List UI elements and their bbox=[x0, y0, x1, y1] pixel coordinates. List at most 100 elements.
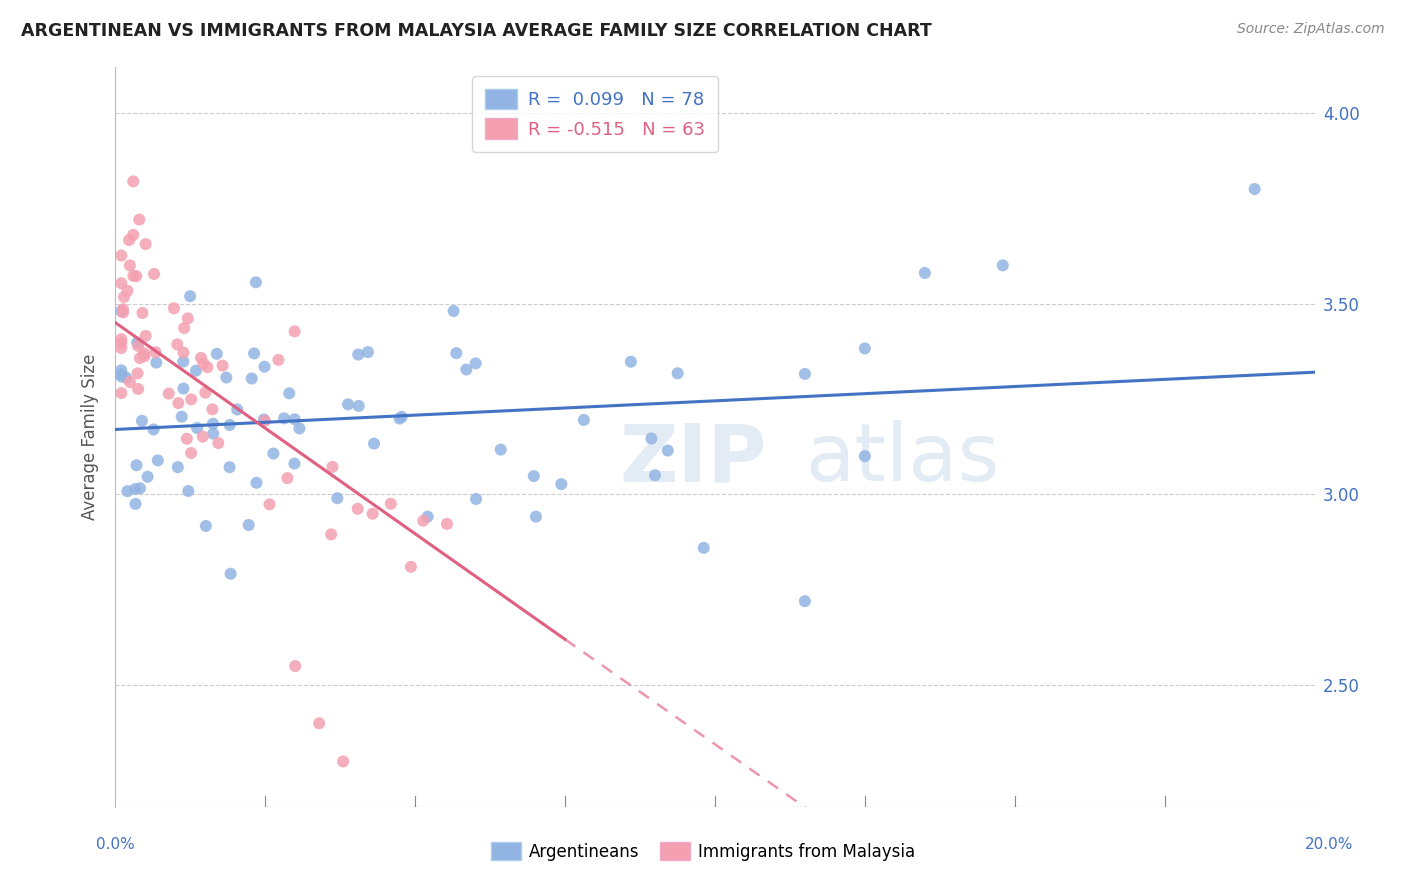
Point bbox=[644, 468, 666, 483]
Point bbox=[253, 359, 276, 374]
Point bbox=[276, 471, 298, 485]
Point bbox=[346, 501, 368, 516]
Point bbox=[143, 267, 166, 281]
Point bbox=[853, 342, 876, 356]
Point bbox=[172, 345, 194, 359]
Point bbox=[793, 367, 815, 381]
Point bbox=[125, 458, 148, 473]
Point bbox=[127, 335, 149, 350]
Point bbox=[173, 321, 195, 335]
Point bbox=[193, 357, 215, 371]
Point bbox=[446, 346, 468, 360]
Point bbox=[176, 432, 198, 446]
Point bbox=[273, 411, 295, 425]
Text: ZIP: ZIP bbox=[619, 420, 766, 499]
Text: 0.0%: 0.0% bbox=[96, 838, 135, 852]
Point bbox=[240, 371, 263, 385]
Point bbox=[284, 659, 307, 673]
Point bbox=[172, 354, 194, 368]
Point bbox=[205, 347, 228, 361]
Point bbox=[347, 347, 370, 361]
Point bbox=[489, 442, 512, 457]
Point bbox=[110, 277, 132, 291]
Point bbox=[166, 337, 188, 351]
Point bbox=[118, 233, 141, 247]
Text: ARGENTINEAN VS IMMIGRANTS FROM MALAYSIA AVERAGE FAMILY SIZE CORRELATION CHART: ARGENTINEAN VS IMMIGRANTS FROM MALAYSIA … bbox=[21, 22, 932, 40]
Point bbox=[117, 284, 139, 298]
Point bbox=[110, 304, 132, 318]
Point bbox=[363, 436, 385, 450]
Point bbox=[337, 397, 360, 411]
Point bbox=[131, 306, 153, 320]
Point bbox=[201, 417, 224, 431]
Text: atlas: atlas bbox=[804, 420, 1000, 499]
Y-axis label: Average Family Size: Average Family Size bbox=[82, 354, 100, 520]
Point bbox=[146, 453, 169, 467]
Point bbox=[110, 341, 132, 355]
Point bbox=[110, 367, 132, 381]
Point bbox=[145, 345, 167, 359]
Point bbox=[122, 268, 145, 283]
Point bbox=[321, 527, 343, 541]
Point bbox=[262, 446, 284, 460]
Point bbox=[523, 469, 546, 483]
Point bbox=[191, 430, 214, 444]
Point bbox=[245, 475, 267, 490]
Legend: R =  0.099   N = 78, R = -0.515   N = 63: R = 0.099 N = 78, R = -0.515 N = 63 bbox=[472, 76, 718, 152]
Point bbox=[640, 432, 662, 446]
Point bbox=[416, 509, 439, 524]
Point bbox=[131, 414, 153, 428]
Point bbox=[117, 484, 139, 499]
Point bbox=[388, 411, 411, 425]
Point bbox=[1243, 182, 1265, 196]
Point bbox=[853, 449, 876, 463]
Point bbox=[124, 497, 146, 511]
Point bbox=[129, 481, 152, 495]
Point bbox=[267, 352, 290, 367]
Point bbox=[238, 518, 260, 533]
Point bbox=[170, 409, 193, 424]
Point bbox=[110, 363, 132, 377]
Point bbox=[218, 417, 240, 432]
Point bbox=[991, 258, 1014, 272]
Point bbox=[195, 360, 218, 375]
Point bbox=[110, 335, 132, 350]
Point bbox=[443, 304, 465, 318]
Point bbox=[215, 370, 238, 384]
Point bbox=[142, 422, 165, 436]
Point bbox=[177, 483, 200, 498]
Point bbox=[666, 366, 689, 380]
Point bbox=[693, 541, 716, 555]
Point bbox=[194, 385, 217, 400]
Point bbox=[145, 356, 167, 370]
Point bbox=[391, 409, 413, 424]
Point bbox=[308, 716, 330, 731]
Point bbox=[127, 382, 149, 396]
Point bbox=[177, 311, 200, 326]
Point bbox=[620, 355, 643, 369]
Point bbox=[190, 351, 212, 365]
Point bbox=[111, 305, 134, 319]
Point bbox=[128, 351, 150, 365]
Point bbox=[122, 174, 145, 188]
Point bbox=[186, 421, 208, 435]
Text: Source: ZipAtlas.com: Source: ZipAtlas.com bbox=[1237, 22, 1385, 37]
Point bbox=[412, 514, 434, 528]
Point bbox=[524, 509, 547, 524]
Point bbox=[166, 460, 188, 475]
Point bbox=[207, 436, 229, 450]
Point bbox=[202, 426, 225, 441]
Point bbox=[347, 399, 370, 413]
Point bbox=[278, 386, 301, 401]
Point bbox=[288, 421, 311, 435]
Point bbox=[253, 412, 276, 426]
Point bbox=[572, 413, 595, 427]
Point bbox=[321, 459, 343, 474]
Point bbox=[550, 477, 572, 491]
Point bbox=[167, 396, 190, 410]
Point bbox=[122, 227, 145, 242]
Point bbox=[157, 386, 180, 401]
Point bbox=[194, 519, 217, 533]
Point bbox=[118, 375, 141, 389]
Point bbox=[436, 516, 458, 531]
